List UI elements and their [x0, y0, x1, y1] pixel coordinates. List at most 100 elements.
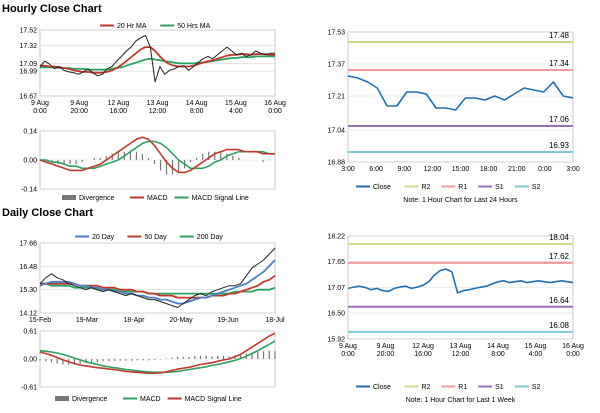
daily-macd-ytick-label: 0.00: [23, 357, 37, 364]
daily-levels-xtick-label: 0:00: [566, 351, 580, 358]
hourly-levels-legend-label: R1: [458, 184, 467, 191]
daily-levels-ytick-label: 17.65: [327, 259, 345, 266]
hourly-price-xtick-label: 12 Aug: [107, 100, 129, 107]
hourly-price-xtick-label: 16:00: [110, 108, 128, 115]
daily-levels-level-label: 16.08: [549, 321, 570, 330]
hourly-price-xtick-label: 4:00: [229, 108, 243, 115]
daily-levels-xtick-label: 12 Aug: [412, 343, 434, 350]
hourly-macd-legend-label: Divergence: [79, 195, 115, 202]
daily-price-xtick-label: 15-Feb: [29, 317, 51, 324]
daily-levels-ytick-label: 18.22: [327, 234, 345, 241]
hourly-levels-level-label: 17.34: [549, 59, 570, 68]
daily-price-xtick-label: 19-Jun: [217, 317, 239, 324]
hourly-levels-ytick-label: 17.21: [327, 94, 345, 101]
hourly-price-ma50-line: [40, 55, 275, 71]
hourly-levels-note: Note: 1 Hour Chart for Last 24 Hours: [403, 197, 518, 204]
daily-levels-legend-label: S2: [532, 384, 541, 391]
hourly-price-xtick-label: 14 Aug: [186, 100, 208, 107]
hourly-price-xtick-label: 16 Aug: [264, 100, 286, 107]
hourly-levels-ytick-label: 17.04: [327, 128, 345, 135]
daily-levels-legend-label: Close: [373, 384, 391, 391]
hourly-price-legend-label: 20 Hr MA: [117, 23, 147, 30]
daily-levels-xtick-label: 12:00: [452, 351, 470, 358]
hourly-price-xtick-label: 12:00: [149, 108, 167, 115]
daily-levels-xtick-label: 0:00: [341, 351, 355, 358]
hourly-levels-xtick-label: 3:00: [341, 166, 355, 173]
daily-price-legend-label: 20 Day: [92, 234, 115, 241]
hourly-section-title: Hourly Close Chart: [2, 3, 102, 15]
hourly-price-xtick-label: 15 Aug: [225, 100, 247, 107]
hourly-levels-ytick-label: 17.53: [327, 30, 345, 37]
daily-macd-legend-label: MACD: [140, 396, 161, 403]
hourly-levels-xtick-label: 6:00: [369, 166, 383, 173]
hourly-levels-legend-label: S2: [532, 184, 541, 191]
hourly-price-xtick-label: 20:00: [70, 108, 88, 115]
daily-macd-macd-line: [39, 332, 276, 374]
hourly-levels-ytick-label: 16.88: [327, 160, 345, 167]
hourly-price-xtick-label: 9 Aug: [70, 100, 88, 107]
daily-levels-xtick-label: 9 Aug: [377, 343, 395, 350]
hourly-macd-ytick-label: -0.14: [21, 187, 37, 194]
daily-levels-xtick-label: 16 Aug: [562, 343, 584, 350]
hourly-price-ytick-label: 17.52: [19, 28, 37, 35]
daily-price-ytick-label: 17.66: [19, 241, 37, 248]
hourly-levels-xtick-label: 9:00: [397, 166, 411, 173]
daily-price-xtick-label: 20-May: [169, 317, 193, 324]
hourly-price-ytick-label: 17.32: [19, 43, 37, 50]
daily-macd-legend-label: MACD Signal Line: [185, 396, 242, 403]
daily-price-legend-label: 50 Day: [144, 234, 167, 241]
daily-price-price-line: [39, 247, 276, 308]
hourly-macd-legend-label: MACD Signal Line: [192, 195, 249, 202]
daily-levels-ytick-label: 17.07: [327, 285, 345, 292]
daily-levels-level-label: 16.64: [549, 296, 570, 305]
daily-levels-note: Note: 1 Hour Chart for Last 1 Week: [406, 397, 516, 404]
daily-levels-level-label: 17.62: [549, 252, 570, 261]
hourly-macd-signal-line: [40, 140, 275, 170]
hourly-macd-ytick-label: 0.14: [23, 129, 37, 136]
hourly-levels-legend-label: S1: [495, 184, 504, 191]
hourly-price-ytick-label: 17.09: [19, 61, 37, 68]
hourly-price-ytick-label: 16.67: [19, 94, 37, 101]
daily-levels-xtick-label: 9 Aug: [339, 343, 357, 350]
hourly-levels-level-label: 16.93: [549, 141, 570, 150]
hourly-macd-legend-label: MACD: [147, 195, 168, 202]
daily-macd-ytick-label: -0.61: [21, 385, 37, 392]
daily-levels-level-label: 18.04: [549, 233, 570, 242]
hourly-levels-level-label: 17.48: [549, 31, 570, 40]
hourly-levels-xtick-label: 21:00: [508, 166, 526, 173]
daily-price-legend-label: 200 Day: [197, 234, 224, 241]
hourly-price-price-line: [39, 34, 275, 83]
daily-price-xtick-label: 18-Apr: [123, 317, 145, 324]
hourly-levels-legend-label: R2: [422, 184, 431, 191]
hourly-price-xtick-label: 9 Aug: [31, 100, 49, 107]
hourly-levels-xtick-label: 3:00: [566, 166, 580, 173]
daily-levels-xtick-label: 20:00: [377, 351, 395, 358]
hourly-price-frame: [39, 29, 276, 97]
daily-levels-xtick-label: 16:00: [414, 351, 432, 358]
hourly-price-xtick-label: 13 Aug: [147, 100, 169, 107]
daily-levels-xtick-label: 8:00: [491, 351, 505, 358]
daily-levels-xtick-label: 4:00: [529, 351, 543, 358]
daily-price-ytick-label: 15.30: [19, 287, 37, 294]
hourly-price-xtick-label: 0:00: [33, 108, 47, 115]
hourly-price-ytick-label: 16.99: [19, 69, 37, 76]
hourly-price-legend-label: 50 Hrs MA: [177, 23, 210, 30]
hourly-levels-xtick-label: 0:00: [538, 166, 552, 173]
daily-levels-legend-label: R1: [458, 384, 467, 391]
hourly-levels-level-label: 17.06: [549, 115, 570, 124]
hourly-macd-macd-line: [39, 136, 275, 174]
daily-levels-xtick-label: 14 Aug: [487, 343, 509, 350]
hourly-levels-xtick-label: 12:00: [424, 166, 442, 173]
daily-price-ytick-label: 16.48: [19, 264, 37, 271]
daily-price-xtick-label: 18-Jul: [265, 317, 285, 324]
daily-macd-signal-line: [39, 340, 276, 374]
daily-levels-close-line: [347, 268, 574, 294]
hourly-levels-close-line: [347, 75, 574, 111]
hourly-macd-ytick-label: 0.00: [23, 158, 37, 165]
daily-levels-legend-label: R2: [422, 384, 431, 391]
daily-price-frame: [39, 242, 276, 314]
hourly-price-xtick-label: 0:00: [268, 108, 282, 115]
daily-levels-legend-label: S1: [495, 384, 504, 391]
hourly-levels-xtick-label: 18:00: [480, 166, 498, 173]
